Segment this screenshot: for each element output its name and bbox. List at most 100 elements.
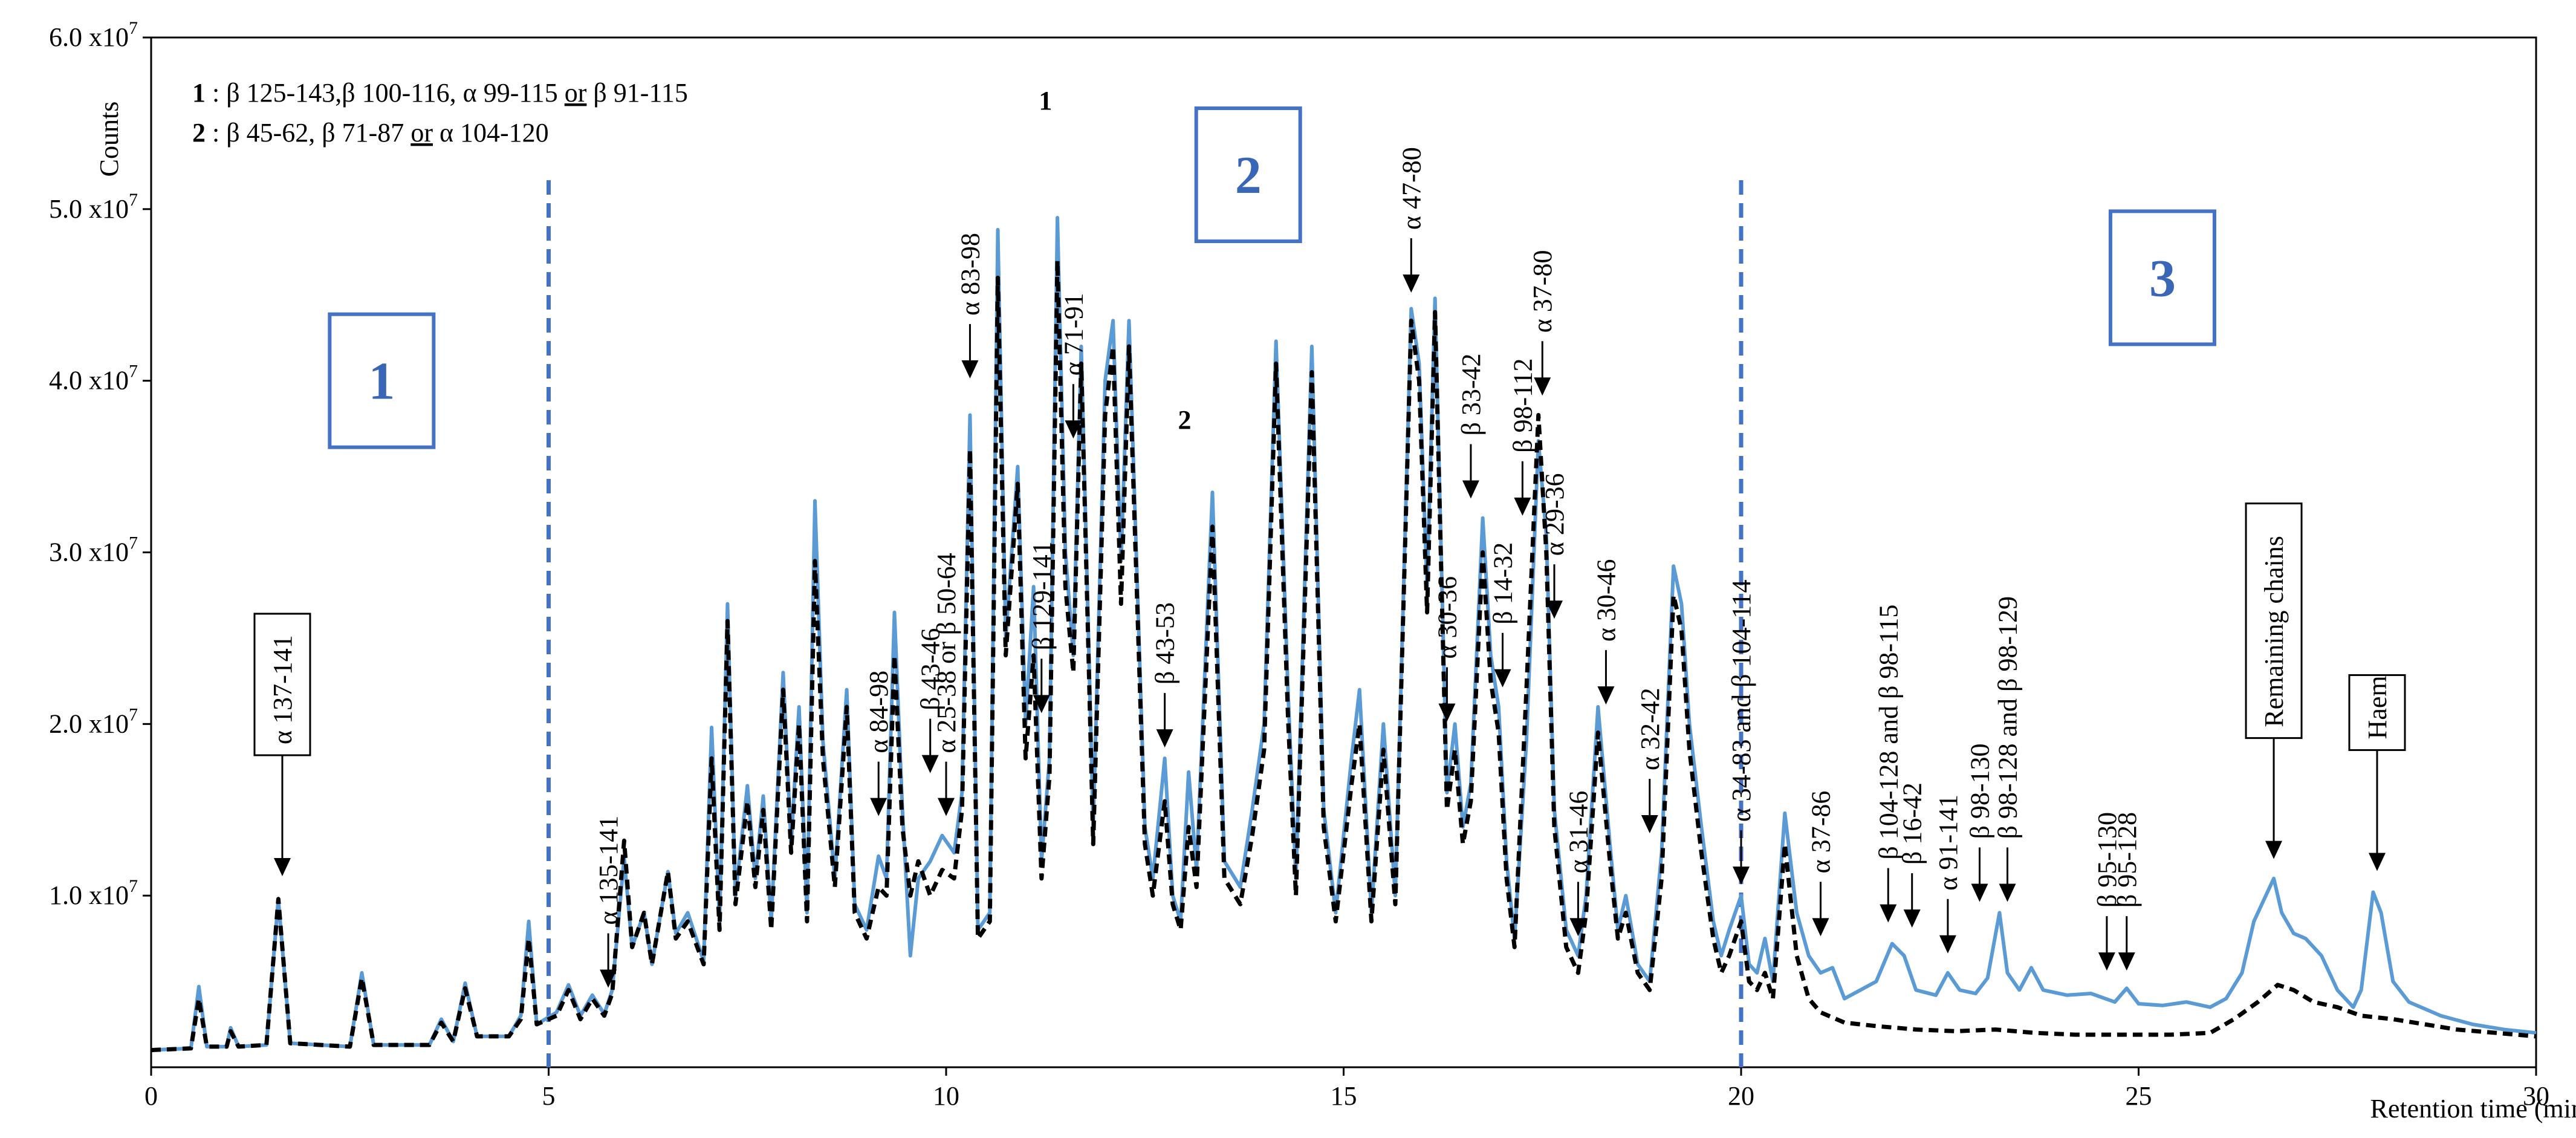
annotation-arrow-head [1569, 918, 1587, 937]
peak-annotation: β 98-128 and β 98-129 [1993, 596, 2023, 902]
peak-annotation: β 14-32 [1488, 542, 1518, 688]
peak-annotation: Haem [2348, 674, 2406, 871]
peak-annotation: α 31-46 [1563, 791, 1593, 937]
peak-annotation: β 129-141 [1027, 541, 1057, 714]
legend-line: 1 : β 125-143,β 100-116, α 99-115 or β 9… [192, 78, 688, 108]
series-layer [151, 216, 2537, 1053]
annotation-label: α 25-38 or β 50-64 [932, 553, 961, 753]
peak-annotation: α 37-86 [1806, 791, 1836, 937]
annotation-arrow-head [2369, 853, 2386, 871]
annotation-label: β 43-53 [1150, 602, 1180, 684]
peak-annotation: β 98-130 [1965, 744, 1995, 902]
annotation-label: β 43-46 [916, 628, 946, 710]
annotation-arrow-head [2265, 840, 2283, 859]
annotation-arrow-head [1156, 729, 1173, 748]
peak-annotation: α 47-80 [1397, 147, 1426, 293]
annotation-arrow-head [1514, 497, 1531, 516]
annotation-label: α 30-36 [1432, 576, 1462, 659]
plot-frame [150, 36, 2537, 1068]
y-tick-label: 4.0 x107 [49, 362, 138, 395]
peak-annotation: α 91-141 [1933, 795, 1963, 954]
annotation-label: β 33-42 [1456, 353, 1486, 435]
peak-annotation: α 29-36 [1540, 473, 1569, 619]
annotation-arrow-head [273, 857, 291, 876]
axes-layer: 0 5 10 15 20 25 30 1.0 x107 2.0 x107 3.0 x107 4.0 … [49, 18, 2576, 1123]
annotation-arrow-head [1403, 274, 1420, 293]
annotation-label: Remaining chains [2259, 536, 2289, 727]
peak-annotation: α 34-83 and β 104-114 [1727, 580, 1756, 885]
peak-group-marker: 1 [1039, 86, 1052, 115]
x-tick-label: 0 [144, 1081, 158, 1111]
annotation-label: β 95-128 [2112, 812, 2142, 908]
annotation-arrow-head [1462, 480, 1479, 499]
annotation-arrow-head [1812, 918, 1829, 937]
region-box [1194, 106, 1302, 244]
region-box [328, 312, 436, 449]
annotation-arrow-head [921, 755, 939, 773]
annotation-arrow-head [1880, 904, 1897, 923]
peak-annotation: β 98-112 [1508, 359, 1537, 516]
y-tick-label: 6.0 x107 [49, 18, 138, 52]
annotation-box [2348, 674, 2406, 751]
annotation-arrow-head [1733, 867, 1750, 885]
annotation-arrow-head [2098, 952, 2115, 971]
legend-block: 1 : β 125-143,β 100-116, α 99-115 or β 9… [192, 78, 688, 148]
annotation-arrow-head [1545, 600, 1563, 619]
peak-group-marker: 2 [1178, 405, 1192, 435]
annotation-arrow-head [1999, 883, 2016, 902]
annotation-label: β 129-141 [1027, 541, 1057, 650]
peak-annotation: β 95-130 [2092, 812, 2122, 971]
peak-annotation: β 43-46 [916, 628, 946, 773]
region-box-label: 2 [1235, 146, 1262, 205]
annotation-arrow-head [1939, 935, 1956, 954]
annotation-label: α 84-98 [864, 671, 894, 753]
series-line-dashed [151, 258, 2537, 1053]
x-tick-label: 15 [1331, 1081, 1357, 1111]
annotation-arrow-head [600, 969, 617, 988]
x-tick-label: 5 [542, 1081, 556, 1111]
peak-annotation: α 25-38 or β 50-64 [932, 553, 961, 816]
peak-annotation: β 43-53 [1150, 602, 1180, 748]
peak-annotation: α 84-98 [864, 671, 894, 816]
peak-annotation: α 137-141 [253, 613, 311, 876]
annotation-arrow-head [1494, 669, 1511, 688]
x-tick-label: 25 [2126, 1081, 2152, 1111]
annotation-label: β 98-130 [1965, 744, 1995, 839]
region-box-label: 3 [2149, 249, 2176, 308]
annotation-label: α 31-46 [1563, 791, 1593, 874]
annotation-label: β 16-42 [1898, 782, 1927, 865]
annotation-label: α 30-46 [1591, 559, 1621, 642]
peak-annotation: β 16-42 [1898, 782, 1927, 928]
annotation-arrow-head [938, 798, 955, 816]
annotation-arrow-head [1033, 695, 1050, 714]
peak-annotation: α 32-42 [1635, 688, 1665, 834]
peak-annotation: α 30-36 [1432, 576, 1462, 722]
peak-annotation: Remaining chains [2245, 502, 2303, 859]
annotation-arrow-head [1971, 883, 1988, 902]
annotation-label: α 135-141 [594, 816, 623, 925]
y-tick-label: 1.0 x107 [49, 876, 138, 910]
y-tick-label: 5.0 x107 [49, 190, 138, 224]
annotation-label: α 91-141 [1933, 795, 1963, 891]
y-tick-label: 2.0 x107 [49, 704, 138, 738]
annotation-arrow-head [2118, 952, 2135, 971]
x-tick-label: 30 [2523, 1081, 2549, 1111]
legend-line: 2 : β 45-62, β 71-87 or α 104-120 [192, 118, 549, 148]
annotation-label: β 104-128 and β 98-115 [1874, 605, 1903, 860]
x-tick-label: 20 [1728, 1081, 1754, 1111]
annotation-label: β 98-112 [1508, 359, 1537, 453]
annotation-arrow-head [1597, 686, 1615, 705]
annotation-label: β 95-130 [2092, 812, 2122, 908]
annotation-arrow-head [1903, 909, 1921, 928]
region-dividers: 1 2 3 [328, 106, 2216, 1067]
annotation-label: Haem [2363, 675, 2392, 739]
annotation-label: α 32-42 [1635, 688, 1665, 770]
annotation-label: α 37-80 [1528, 250, 1557, 333]
annotation-label: α 37-86 [1806, 791, 1836, 874]
annotation-arrow-head [961, 360, 979, 379]
annotation-arrow-head [1641, 815, 1658, 834]
peak-annotation: α 37-80 [1528, 250, 1557, 396]
annotation-label: α 34-83 and β 104-114 [1727, 580, 1756, 822]
